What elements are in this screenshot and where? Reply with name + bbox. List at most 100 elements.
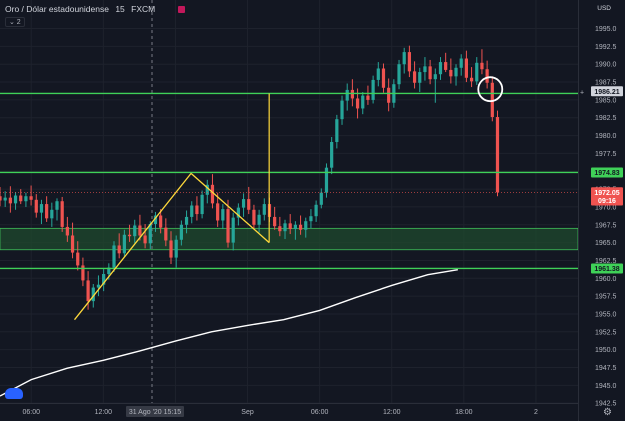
candle (127, 224, 132, 242)
support-zone (0, 227, 579, 251)
candle (169, 231, 173, 265)
candle (304, 217, 308, 238)
add-alert-icon[interactable]: + (580, 89, 584, 96)
candle-body (86, 280, 90, 302)
candle (371, 75, 375, 104)
candle-body (133, 225, 137, 237)
candle-body (8, 197, 12, 204)
candle (39, 199, 44, 225)
candle-body (423, 66, 427, 73)
candle (179, 220, 183, 246)
price-tick-label: 1947.5 (595, 365, 617, 372)
candle (195, 196, 199, 221)
candle (485, 60, 489, 89)
candle-body (96, 284, 101, 288)
candle (76, 241, 80, 271)
price-tick-label: 1945.0 (595, 383, 617, 390)
candle-body (159, 215, 163, 228)
indicator-toggle[interactable]: ⌄ 2 (5, 17, 25, 27)
candle-body (485, 69, 489, 83)
candle-body (475, 62, 479, 82)
candle-body (324, 167, 329, 193)
symbol-name[interactable]: Oro / Dólar estadounidense (5, 4, 109, 14)
candle (247, 186, 251, 215)
candle (29, 185, 33, 206)
candle-body (371, 79, 375, 100)
candle (133, 219, 137, 244)
price-tag: 1972.05 (591, 187, 623, 198)
candle-body (107, 267, 111, 275)
candle-body (278, 226, 282, 232)
candle-body (210, 184, 215, 204)
candle (433, 68, 437, 103)
time-tick-label: Sep (241, 409, 254, 416)
candle (226, 199, 230, 248)
candle-body (397, 64, 401, 85)
candle (298, 215, 303, 235)
candle (345, 83, 349, 111)
candle-body (438, 62, 443, 75)
candle (3, 191, 7, 207)
status-badge[interactable] (178, 6, 185, 13)
candle (159, 209, 163, 234)
candle-body (179, 224, 183, 240)
price-tick-label: 1987.5 (595, 80, 617, 87)
price-tag-label: 1974.83 (594, 170, 619, 177)
candle-body (102, 274, 106, 285)
candle (122, 229, 126, 257)
candle-body (148, 224, 152, 244)
candle (19, 189, 23, 205)
interval-label[interactable]: 15 (115, 4, 125, 14)
crosshair-time-label: 31 Ago '20 15:15 (129, 409, 181, 416)
circle-marker (477, 76, 504, 103)
settings-gear-icon[interactable]: ⚙ (603, 407, 612, 418)
candle (143, 224, 147, 249)
candle-body (65, 226, 69, 236)
candle (423, 57, 427, 81)
candle (278, 216, 282, 237)
candle (241, 193, 246, 217)
candle (397, 59, 401, 90)
candle-body (205, 184, 209, 195)
candle (480, 49, 484, 75)
candle-body (402, 52, 406, 65)
candle (459, 54, 463, 76)
moving-average-line (0, 269, 458, 397)
price-tick-label: 1960.0 (595, 276, 617, 283)
candle-body (252, 209, 256, 225)
crosshair-time-box (126, 406, 184, 417)
price-tick-label: 1970.0 (595, 204, 617, 211)
candle (340, 95, 344, 125)
candle-body (200, 194, 204, 215)
candle-body (50, 209, 54, 219)
candle-body (117, 245, 121, 254)
candle (402, 47, 406, 74)
price-tick-label: 1992.5 (595, 44, 617, 51)
candle (428, 59, 432, 85)
candle-body (34, 199, 38, 213)
candle (55, 198, 59, 221)
candle-body (153, 215, 158, 225)
candle (200, 190, 204, 219)
candle-body (24, 196, 28, 202)
candle (174, 235, 178, 268)
candle (34, 194, 38, 218)
candle-body (174, 239, 178, 258)
candle (138, 214, 142, 241)
candle (273, 206, 277, 230)
time-tick-label: 12:00 (383, 409, 401, 416)
candle-body (412, 71, 417, 83)
candle-body (444, 62, 448, 70)
candle (231, 212, 235, 251)
tradingview-cloud-icon[interactable] (5, 388, 23, 399)
candle (454, 64, 458, 86)
candle (288, 214, 292, 235)
candle-body (335, 119, 339, 142)
price-tag-label: 1961.38 (594, 266, 619, 273)
candle-body (55, 201, 59, 210)
candle (65, 216, 69, 242)
trendline (190, 172, 270, 244)
candle (50, 202, 54, 227)
grid (0, 0, 578, 404)
